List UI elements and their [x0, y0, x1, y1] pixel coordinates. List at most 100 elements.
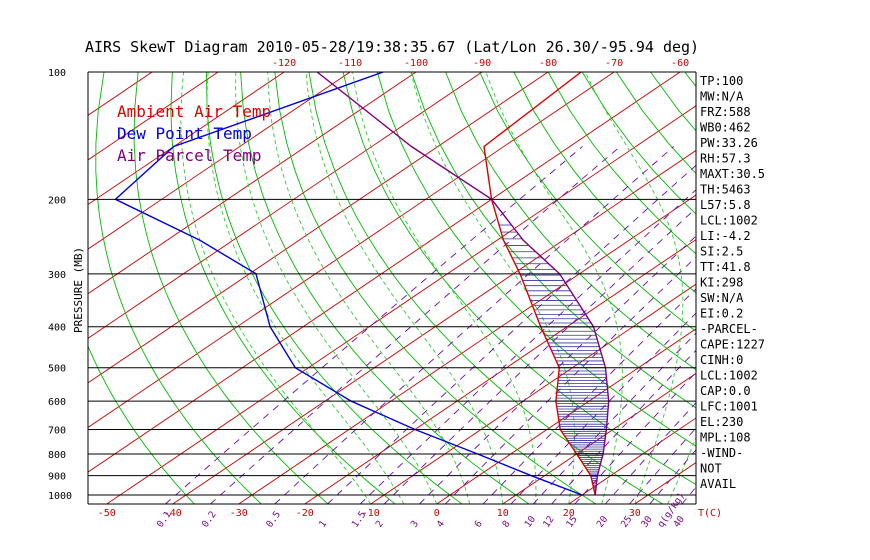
stat-item: KI:298 [700, 276, 743, 290]
isotherm-line [88, 72, 285, 206]
stat-item: SI:2.5 [700, 245, 743, 259]
isotherm-line [767, 72, 870, 504]
bottom-temp-tick-label: 20 [563, 508, 575, 519]
background-grid [0, 72, 870, 504]
stat-item: LCL:1002 [700, 369, 758, 383]
dry-adiabat-line [650, 72, 696, 132]
isotherm-line [106, 105, 696, 504]
mixing-ratio-tick-label: 20 [595, 514, 611, 530]
sounding-profiles [114, 72, 610, 496]
isotherm-line [88, 72, 219, 161]
pressure-tick-label: 300 [48, 270, 66, 281]
stat-item: CAPE:1227 [700, 338, 765, 352]
moist-adiabat-line [410, 72, 575, 504]
mixing-ratio-line [274, 146, 674, 504]
mixing-ratio-line [532, 332, 696, 504]
dry-adiabat-line [479, 72, 696, 332]
dry-adiabat-line [821, 72, 870, 504]
mixing-ratio-line [419, 235, 696, 504]
stat-item: L57:5.8 [700, 198, 751, 212]
pressure-tick-label: 100 [48, 68, 66, 79]
legend: Ambient Air Temp Dew Point Temp Air Parcel… [117, 102, 271, 165]
stat-item: TT:41.8 [700, 260, 751, 274]
isotherm-line [172, 149, 696, 504]
mixing-ratio-tick-label: 25 [619, 514, 635, 530]
bottom-temp-tick-label: 10 [497, 508, 509, 519]
legend-entry: Air Parcel Temp [117, 146, 262, 165]
mixing-ratio-tick-label: 8 [500, 518, 512, 529]
pressure-tick-label: 600 [48, 397, 66, 408]
dry-adiabat-line [376, 72, 696, 447]
stat-item: LI:-4.2 [700, 229, 751, 243]
pressure-tick-label: 200 [48, 195, 66, 206]
mixing-ratio-line [327, 164, 696, 504]
mixing-ratio-tick-label: 0.2 [200, 509, 219, 529]
moist-adiabat-line [485, 72, 623, 504]
top-temp-tick-label: -90 [473, 58, 491, 69]
stat-item: -WIND- [700, 446, 743, 460]
chart-title: AIRS SkewT Diagram 2010-05-28/19:38:35.6… [85, 38, 699, 56]
legend-entry: Ambient Air Temp [117, 102, 271, 121]
stat-item: EL:230 [700, 415, 743, 429]
dry-adiabat-line [753, 72, 870, 504]
isotherm-line [436, 328, 696, 504]
isotherm-line [370, 283, 696, 504]
dry-adiabat-line [445, 72, 696, 371]
profile-dew-point-temp [114, 72, 583, 496]
bottom-temp-tick-label: -20 [296, 508, 314, 519]
stat-item: TP:100 [700, 74, 743, 88]
stat-item: MAXT:30.5 [700, 167, 765, 181]
pressure-tick-label: 500 [48, 364, 66, 375]
dry-adiabat-line [787, 72, 870, 504]
moist-adiabat-line [235, 72, 438, 504]
mixing-ratio-tick-label: 6 [473, 518, 485, 529]
mixing-ratio-line [510, 312, 696, 504]
bottom-temp-tick-label: -50 [98, 508, 116, 519]
isotherm-line [88, 72, 417, 295]
stat-item: MPL:108 [700, 431, 751, 445]
legend-entry: Dew Point Temp [117, 124, 252, 143]
mixing-ratio-tick-label: 0.5 [264, 509, 283, 529]
stat-item: FRZ:588 [700, 105, 751, 119]
mixing-ratio-line [551, 349, 696, 504]
cape-hatching [499, 224, 609, 495]
dry-adiabat-line [274, 72, 597, 504]
mixing-ratio-line [210, 146, 621, 504]
mixing-ratio-tick-label: 2 [374, 519, 386, 530]
bottom-temp-tick-label: 0 [434, 508, 440, 519]
dry-adiabat-line [856, 72, 870, 504]
isotherm-line [0, 72, 20, 504]
mixing-ratio-line [165, 146, 583, 504]
pressure-tick-label: 800 [48, 450, 66, 461]
isotherm-line [238, 194, 696, 504]
top-temp-tick-label: -60 [671, 58, 689, 69]
moist-adiabat-line [584, 72, 684, 504]
mixing-ratio-line [604, 402, 696, 504]
stat-item: WB0:462 [700, 121, 751, 135]
mixing-ratio-tick-label: 4 [435, 518, 447, 529]
stat-item: AVAIL [700, 477, 736, 491]
isotherm-line [568, 417, 696, 504]
bottom-temp-tick-label: -40 [164, 508, 182, 519]
profile-ambient-air-temp [483, 72, 596, 496]
isotherm-line [88, 72, 549, 384]
y-axis-label: PRESSURE (MB) [72, 247, 85, 333]
isotherm-line [304, 239, 696, 504]
moist-adiabat-line [352, 72, 537, 504]
dry-adiabat-line [205, 72, 463, 504]
mixing-ratio-line [482, 288, 696, 504]
stat-item: LCL:1002 [700, 214, 758, 228]
mixing-ratio-line [383, 207, 696, 504]
stat-item: LFC:1001 [700, 400, 758, 414]
mixing-ratio-line [649, 449, 696, 504]
dry-adiabat-line [410, 72, 696, 409]
pressure-tick-label: 700 [48, 426, 66, 437]
dry-adiabat-line [88, 344, 195, 504]
moist-adiabat-line [180, 72, 372, 504]
axes [87, 71, 697, 505]
top-temp-tick-label: -70 [605, 58, 623, 69]
isotherm-line [88, 72, 681, 473]
top-temp-tick-label: -100 [404, 58, 428, 69]
bottom-temp-tick-label: 30 [629, 508, 641, 519]
